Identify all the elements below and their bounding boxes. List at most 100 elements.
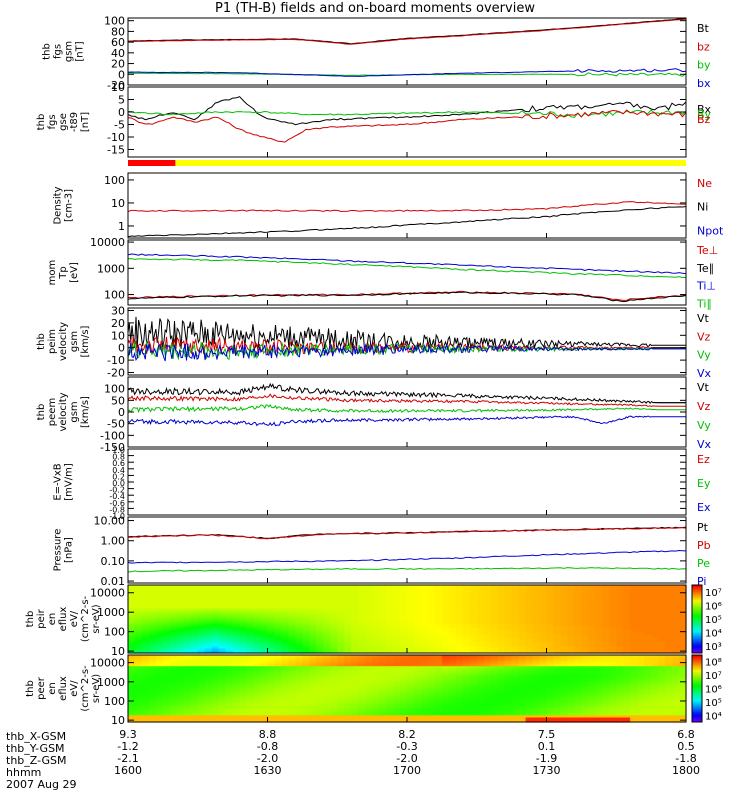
heatmap-cell xyxy=(567,706,575,710)
heatmap-cell xyxy=(309,607,317,611)
heatmap-cell xyxy=(518,648,527,652)
heatmap-cell xyxy=(623,589,631,593)
heatmap-cell xyxy=(365,679,373,683)
heatmap-cell xyxy=(483,693,492,696)
heatmap-cell xyxy=(351,623,359,627)
heatmap-cell xyxy=(588,666,596,669)
y-axis-label: [nT] xyxy=(75,41,86,61)
heatmap-cell xyxy=(616,648,624,652)
heatmap-cell xyxy=(623,605,631,609)
heatmap-cell xyxy=(239,632,248,636)
heatmap-cell xyxy=(539,690,548,694)
heatmap-cell xyxy=(232,684,241,687)
heatmap-cell xyxy=(588,704,596,707)
heatmap-cell xyxy=(553,697,562,701)
heatmap-cell xyxy=(190,697,199,701)
heatmap-cell xyxy=(518,614,527,618)
heatmap-cell xyxy=(204,657,213,660)
heatmap-cell xyxy=(672,628,680,631)
heatmap-cell xyxy=(602,661,610,665)
heatmap-cell xyxy=(135,699,143,703)
heatmap-cell xyxy=(351,672,359,676)
heatmap-cell xyxy=(253,675,262,678)
heatmap-cell xyxy=(155,681,164,685)
heatmap-cell xyxy=(337,686,345,690)
heatmap-cell xyxy=(302,625,310,629)
heatmap-cell xyxy=(420,701,429,705)
heatmap-cell xyxy=(546,591,555,595)
heatmap-cell xyxy=(128,710,136,714)
heatmap-cell xyxy=(232,637,241,640)
heatmap-cell xyxy=(518,704,527,707)
heatmap-cell xyxy=(183,715,192,719)
heatmap-cell xyxy=(560,607,569,611)
heatmap-cell xyxy=(644,625,652,629)
heatmap-cell xyxy=(190,672,199,676)
heatmap-cell xyxy=(490,648,499,652)
heatmap-cell xyxy=(162,641,171,645)
heatmap-cell xyxy=(469,697,478,701)
heatmap-cell xyxy=(483,655,492,658)
heatmap-cell xyxy=(169,589,178,593)
heatmap-cell xyxy=(309,672,317,676)
heatmap-cell xyxy=(351,699,359,703)
heatmap-cell xyxy=(588,690,596,694)
heatmap-cell xyxy=(169,695,178,698)
heatmap-cell xyxy=(651,655,659,658)
heatmap-cell xyxy=(302,666,310,669)
heatmap-cell xyxy=(197,686,206,690)
heatmap-cell xyxy=(504,706,513,710)
heatmap-cell xyxy=(448,690,457,694)
heatmap-cell xyxy=(553,594,562,597)
heatmap-cell xyxy=(288,697,296,701)
heatmap-cell xyxy=(281,704,289,707)
heatmap-cell xyxy=(400,663,408,667)
heatmap-cell xyxy=(393,634,401,638)
heatmap-cell xyxy=(574,672,582,676)
heatmap-cell xyxy=(197,717,206,721)
heatmap-cell xyxy=(344,614,352,618)
heatmap-cell xyxy=(218,686,227,690)
heatmap-cell xyxy=(400,609,408,613)
heatmap-cell xyxy=(539,681,548,685)
heatmap-cell xyxy=(407,657,415,660)
heatmap-cell xyxy=(295,646,303,650)
heatmap-cell xyxy=(281,609,289,613)
heatmap-cell xyxy=(504,634,513,638)
heatmap-cell xyxy=(665,625,673,629)
heatmap-cell xyxy=(393,693,401,696)
heatmap-cell xyxy=(483,639,492,643)
heatmap-cell xyxy=(148,701,157,705)
heatmap-cell xyxy=(630,661,638,665)
heatmap-cell xyxy=(414,670,422,674)
heatmap-cell xyxy=(302,614,310,618)
heatmap-cell xyxy=(546,637,555,640)
heatmap-cell xyxy=(462,697,471,701)
heatmap-cell xyxy=(407,628,415,631)
heatmap-cell xyxy=(295,632,303,636)
heatmap-cell xyxy=(337,693,345,696)
heatmap-cell xyxy=(393,672,401,676)
heatmap-cell xyxy=(358,598,366,602)
heatmap-cell xyxy=(302,684,310,687)
heatmap-cell xyxy=(246,625,255,629)
heatmap-cell xyxy=(532,710,541,714)
heatmap-cell xyxy=(455,710,464,714)
heatmap-cell xyxy=(309,704,317,707)
heatmap-cell xyxy=(609,594,617,597)
heatmap-cell xyxy=(525,713,534,716)
heatmap-cell xyxy=(511,585,520,588)
heatmap-cell xyxy=(532,686,541,690)
heatmap-cell xyxy=(302,677,310,681)
heatmap-cell xyxy=(281,715,289,719)
heatmap-cell xyxy=(518,600,527,604)
heatmap-cell xyxy=(246,693,255,696)
heatmap-cell xyxy=(323,715,331,719)
heatmap-cell xyxy=(302,596,310,600)
heatmap-cell xyxy=(637,612,645,616)
heatmap-cell xyxy=(400,589,408,593)
heatmap-cell xyxy=(588,663,596,667)
heatmap-cell xyxy=(588,616,596,620)
heatmap-cell xyxy=(476,619,485,622)
heatmap-cell xyxy=(490,612,499,616)
